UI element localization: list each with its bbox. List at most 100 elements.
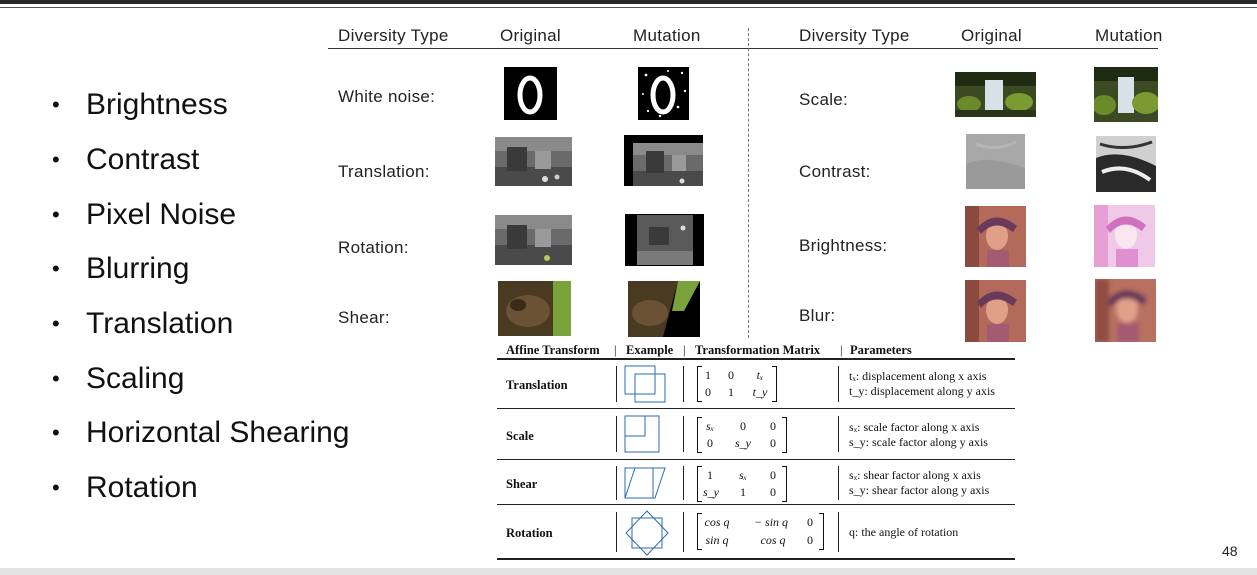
param-line: sₓ: shear factor along x axis <box>849 468 981 482</box>
scale-example-icon <box>624 415 660 453</box>
matrix-cell: sin q <box>705 533 729 547</box>
portrait-blurred-image <box>1095 279 1156 342</box>
param-line: s_y: scale factor along y axis <box>849 435 988 449</box>
header-sep: | <box>840 343 843 357</box>
right-header-original: Original <box>961 26 1022 45</box>
bullet-dot: • <box>52 311 60 337</box>
header-sep: | <box>614 343 617 357</box>
right-header-mutation: Mutation <box>1095 26 1163 45</box>
param-line: sₓ: scale factor along x axis <box>849 420 980 434</box>
left-header-original: Original <box>500 26 561 45</box>
digit-noise-image <box>638 67 689 120</box>
bracket-right <box>782 466 787 502</box>
row-name-scale: Scale <box>506 429 534 443</box>
bullet-dot: • <box>52 420 60 446</box>
matrix-cell: 0 <box>740 419 746 433</box>
bracket-left <box>697 513 702 550</box>
bullet-text: Pixel Noise <box>86 197 237 231</box>
header-transformation-matrix: Transformation Matrix <box>695 343 821 357</box>
bracket-left <box>697 466 702 502</box>
table-rule <box>497 459 1015 460</box>
bullet-dot: • <box>52 475 60 501</box>
waterfall-original-image <box>955 72 1036 117</box>
left-header-mutation: Mutation <box>633 26 701 45</box>
matrix-cell: t_y <box>752 385 768 399</box>
bullet-item: • Pixel Noise <box>52 187 349 242</box>
bullet-item: • Blurring <box>52 242 349 297</box>
top-border-thin <box>0 7 1257 8</box>
matrix-cell: 0 <box>770 468 776 482</box>
bullet-item: • Scaling <box>52 351 349 406</box>
bullet-text: Translation <box>86 307 234 341</box>
matrix-cell: tₓ <box>756 368 764 382</box>
shear-matrix: 1 sₓ 0 s_y 1 0 <box>697 466 787 502</box>
bullet-item: • Brightness <box>52 78 349 133</box>
matrix-cell: 1 <box>707 468 713 482</box>
col-sep <box>616 416 617 452</box>
table-rule <box>497 558 1015 560</box>
matrix-cell: sₓ <box>705 419 715 433</box>
row-name-shear: Shear <box>506 477 538 491</box>
scale-params: sₓ: scale factor along x axis s_y: scale… <box>849 420 988 450</box>
row-name-translation: Translation <box>506 378 568 392</box>
matrix-cell: cos q <box>704 515 730 529</box>
matrix-cell: 0 <box>707 436 713 450</box>
matrix-cell: 1 <box>728 385 734 399</box>
bracket-right <box>772 366 777 402</box>
matrix-cell: 0 <box>770 436 776 450</box>
matrix-cell: 0 <box>770 419 776 433</box>
row-name-rotation: Rotation <box>506 526 553 540</box>
col-sep <box>683 466 684 500</box>
matrix-cell: s_y <box>735 436 751 450</box>
street-translated-image <box>624 135 703 186</box>
row-label-contrast: Contrast: <box>799 162 871 181</box>
digit-original-image <box>504 67 557 120</box>
matrix-cell: − sin q <box>753 515 789 529</box>
matrix-cell: cos q <box>760 533 786 547</box>
street-rotation-original-image <box>495 215 572 265</box>
row-label-translation: Translation: <box>338 162 430 181</box>
col-sep <box>838 512 839 552</box>
animal-original-image <box>498 281 571 336</box>
bullet-item: • Translation <box>52 297 349 352</box>
rotation-params: q: the angle of rotation <box>849 525 958 540</box>
header-sep: | <box>683 343 686 357</box>
bullet-dot: • <box>52 147 60 173</box>
header-parameters: Parameters <box>850 343 912 357</box>
bullet-text: Rotation <box>86 471 198 505</box>
matrix-cell: 0 <box>807 533 813 547</box>
col-sep <box>683 366 684 402</box>
col-sep <box>838 466 839 500</box>
matrix-cell: 0 <box>728 368 734 382</box>
left-header-type: Diversity Type <box>338 26 449 45</box>
matrix-cell: 0 <box>770 485 776 499</box>
table-rule <box>497 504 1015 505</box>
street-rotated-image <box>625 214 704 266</box>
rotation-example-icon <box>625 510 669 556</box>
bracket-right <box>782 417 787 453</box>
top-border <box>0 0 1257 4</box>
row-label-blur: Blur: <box>799 306 836 325</box>
animal-sheared-image <box>628 281 700 337</box>
bullet-text: Blurring <box>86 252 190 286</box>
snow-original-image <box>966 134 1025 189</box>
translation-params: tₓ: displacement along x axis t_y: displ… <box>849 369 995 399</box>
bullet-dot: • <box>52 256 60 282</box>
header-affine-transform: Affine Transform <box>506 343 600 357</box>
bracket-right <box>819 513 824 550</box>
table-rule <box>497 358 1015 360</box>
col-sep <box>683 416 684 452</box>
bracket-left <box>697 417 702 453</box>
col-sep <box>838 416 839 452</box>
bottom-border <box>0 568 1257 575</box>
table-rule <box>497 408 1015 409</box>
param-line: t_y: displacement along y axis <box>849 384 995 398</box>
portrait-bright-image <box>1094 205 1155 267</box>
col-sep <box>616 366 617 402</box>
column-divider <box>748 28 749 338</box>
bullet-text: Horizontal Shearing <box>86 416 350 450</box>
row-label-brightness: Brightness: <box>799 236 888 255</box>
bullet-dot: • <box>52 92 60 118</box>
param-line: s_y: shear factor along y axis <box>849 483 990 497</box>
portrait-original-image <box>965 206 1026 267</box>
